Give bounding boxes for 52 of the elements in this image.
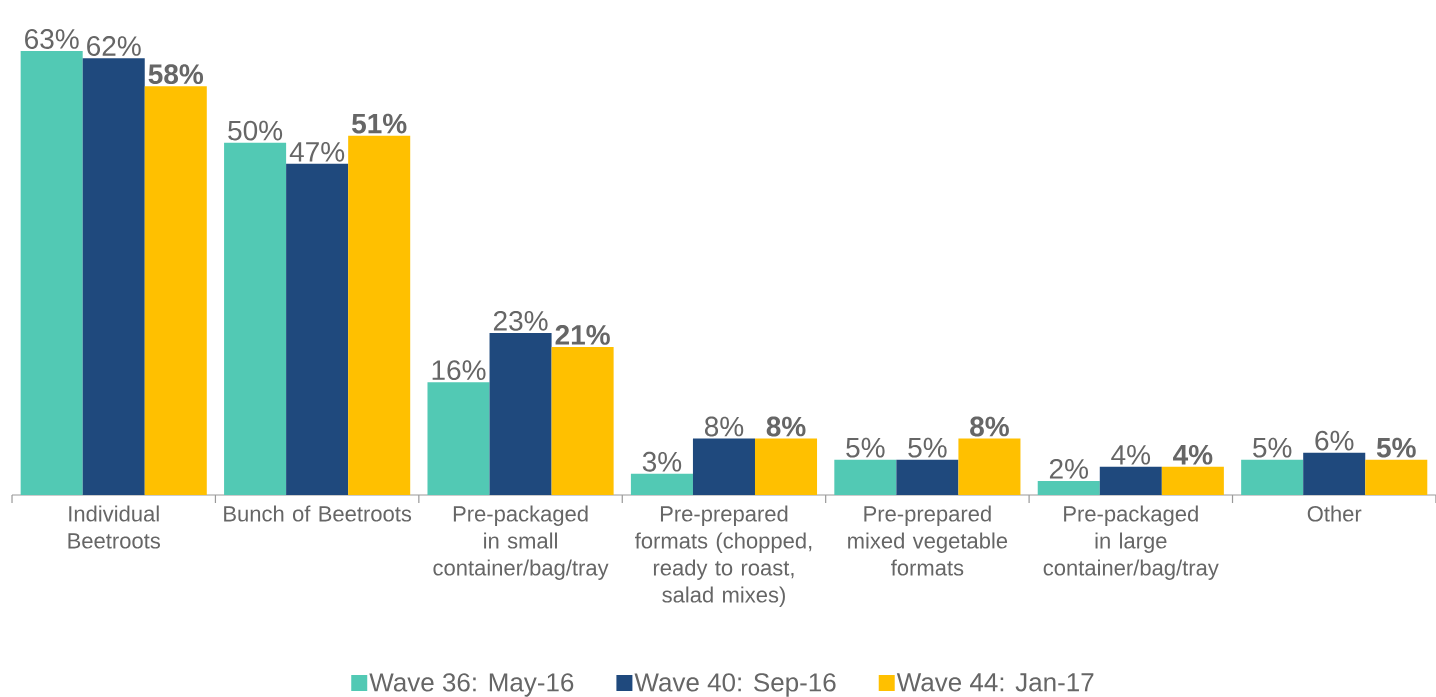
bar <box>1099 466 1162 495</box>
data-label: 8% <box>970 416 1009 437</box>
data-label: 63% <box>25 29 79 49</box>
data-label: 16% <box>432 360 486 381</box>
bar <box>630 473 693 495</box>
data-label: 51% <box>352 113 407 134</box>
legend-label: Wave 36: May-16 <box>369 673 574 697</box>
x-tick-label: Pre-prepared mixed vegetable formats <box>848 505 1008 576</box>
x-tick-label: Other <box>1307 505 1362 522</box>
bar <box>1365 459 1428 495</box>
data-label: 23% <box>493 310 548 331</box>
data-label: 5% <box>846 437 885 458</box>
bar <box>958 438 1021 495</box>
data-label: 50% <box>228 120 283 141</box>
bar <box>1037 480 1100 495</box>
bar <box>1303 452 1366 495</box>
bar <box>348 135 411 495</box>
bar <box>82 58 145 495</box>
bar <box>427 382 490 495</box>
x-tick-label: Pre-prepared formats (chopped, ready to roast, salad mixes) <box>635 505 812 607</box>
data-label: 8% <box>704 416 744 437</box>
bar <box>20 51 83 495</box>
data-label: 47% <box>289 142 345 162</box>
bar <box>144 86 207 495</box>
data-label: 58% <box>148 64 204 85</box>
legend-label: Wave 40: Sep-16 <box>634 673 836 697</box>
x-tick-label: Pre-packaged in small container/bag/tray <box>433 505 609 580</box>
data-label: 21% <box>555 325 610 345</box>
bar <box>551 347 614 495</box>
legend-label: Wave 44: Jan-17 <box>896 673 1094 692</box>
data-label: 5% <box>908 437 947 458</box>
x-tick-label: Bunch of Beetroots <box>224 505 412 522</box>
bar <box>489 332 552 495</box>
data-label: 5% <box>1253 437 1292 458</box>
bar <box>754 438 818 495</box>
bar <box>286 163 349 495</box>
x-tick-label: Pre-packaged in large container/bag/tray <box>1043 505 1219 580</box>
bar <box>1241 459 1304 495</box>
data-label: 6% <box>1315 430 1354 451</box>
data-label: 62% <box>87 36 141 56</box>
bar <box>1161 466 1224 495</box>
x-tick-label: Individual Beetroots <box>68 505 160 549</box>
bar <box>692 438 755 495</box>
bar <box>834 459 897 495</box>
bar <box>224 142 287 495</box>
data-label: 2% <box>1049 458 1088 479</box>
data-label: 5% <box>1376 437 1416 458</box>
data-label: 4% <box>1111 445 1151 465</box>
bar <box>896 459 959 495</box>
data-label: 3% <box>642 451 682 472</box>
data-label: 8% <box>766 416 806 437</box>
data-label: 4% <box>1173 444 1213 465</box>
